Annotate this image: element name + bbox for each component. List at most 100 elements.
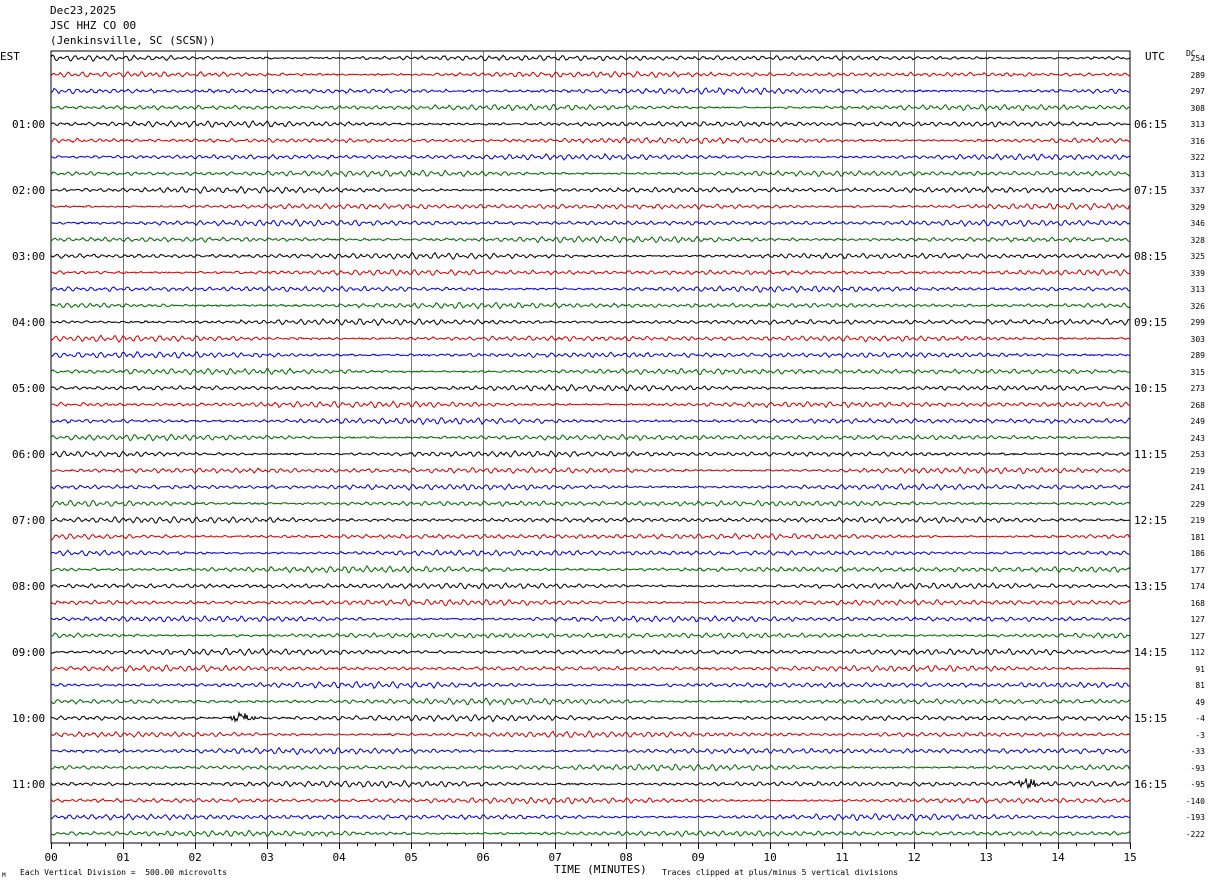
dc-offset-value: 299	[1190, 318, 1205, 327]
hour-label-utc: 06:15	[1134, 118, 1168, 131]
dc-offset-value: 308	[1190, 103, 1205, 113]
seismic-trace	[50, 285, 1131, 294]
dc-offset-value: -95	[1190, 780, 1205, 789]
dc-offset-value: 289	[1190, 70, 1205, 80]
dc-offset-value: 168	[1190, 598, 1205, 608]
dc-column-label: DC	[1186, 49, 1196, 58]
seismic-trace	[50, 516, 1131, 524]
dc-offset-value: 219	[1190, 516, 1205, 525]
dc-offset-value: 273	[1190, 384, 1205, 393]
seismic-trace	[50, 351, 1130, 359]
x-tick-label: 05	[404, 851, 418, 864]
seismic-trace	[50, 813, 1131, 822]
utc-zone-label: UTC	[1145, 50, 1165, 63]
x-tick-label: 08	[619, 851, 633, 864]
seismic-trace	[50, 70, 1131, 78]
dc-offset-value: 328	[1190, 235, 1205, 245]
dc-offset-value: 316	[1190, 136, 1205, 146]
hour-label-est: 02:00	[12, 184, 46, 197]
seismic-trace	[50, 697, 1131, 706]
dc-offset-value: 219	[1190, 466, 1205, 476]
hour-label-est: 04:00	[12, 316, 46, 329]
scale-note: Each Vertical Division = 500.00 microvol…	[20, 868, 228, 877]
x-axis-title: TIME (MINUTES)	[554, 863, 647, 876]
dc-offset-value: 49	[1195, 697, 1205, 707]
station-location: (Jenkinsville, SC (SCSN))	[50, 34, 216, 47]
dc-offset-value: 297	[1190, 87, 1205, 96]
dc-offset-value: 229	[1190, 499, 1205, 509]
hour-label-utc: 14:15	[1134, 646, 1168, 659]
dc-offset-value: 127	[1190, 631, 1205, 641]
dc-offset-value: 313	[1190, 285, 1205, 294]
dc-offset-value: 254	[1190, 54, 1205, 63]
seismic-trace	[50, 730, 1131, 738]
dc-offset-value: -193	[1185, 813, 1205, 822]
dc-offset-value: 243	[1190, 433, 1205, 443]
hour-label-est: 01:00	[12, 118, 46, 131]
dc-offset-value: -222	[1185, 829, 1205, 839]
dc-offset-value: 249	[1190, 417, 1205, 426]
dc-offset-value: 322	[1190, 153, 1205, 162]
dc-offset-value: 346	[1190, 219, 1205, 228]
seismic-trace	[50, 120, 1131, 129]
seismic-trace	[50, 796, 1131, 805]
x-tick-label: 06	[476, 851, 490, 864]
hour-label-est: 07:00	[12, 514, 46, 527]
seismic-trace	[50, 417, 1131, 426]
seismic-trace	[50, 763, 1131, 772]
seismic-trace	[50, 103, 1131, 112]
seismic-trace	[50, 483, 1131, 491]
hour-label-utc: 13:15	[1134, 580, 1168, 593]
dc-offset-value: 253	[1190, 450, 1205, 459]
x-tick-label: 07	[548, 851, 562, 864]
x-tick-label: 09	[691, 851, 705, 864]
seismic-trace	[51, 202, 1131, 211]
x-tick-label: 01	[116, 851, 130, 864]
hour-label-utc: 16:15	[1134, 778, 1168, 791]
seismic-trace	[50, 598, 1131, 607]
hour-label-est: 09:00	[12, 646, 46, 659]
hour-label-utc: 15:15	[1134, 712, 1168, 725]
seismic-trace	[50, 268, 1131, 277]
dc-offset-value: 81	[1195, 681, 1205, 690]
hour-label-est: 10:00	[12, 712, 46, 725]
dc-offset-value: -140	[1185, 796, 1205, 806]
corner-mark: M	[2, 872, 6, 879]
dc-offset-value: 326	[1190, 301, 1205, 311]
seismic-trace	[50, 334, 1131, 343]
seismic-trace	[50, 433, 1131, 442]
dc-offset-value: 112	[1190, 648, 1205, 657]
seismic-trace	[50, 664, 1131, 673]
hour-label-utc: 07:15	[1134, 184, 1168, 197]
seismic-trace	[50, 218, 1131, 228]
dc-offset-value: 181	[1190, 532, 1205, 542]
dc-offset-value: -3	[1195, 730, 1205, 740]
hour-label-est: 06:00	[12, 448, 46, 461]
hour-label-est: 11:00	[12, 778, 46, 791]
x-tick-label: 02	[188, 851, 202, 864]
dc-offset-value: 303	[1190, 334, 1205, 344]
seismic-trace	[50, 746, 1131, 756]
seismic-trace	[50, 549, 1131, 557]
dc-offset-value: 329	[1190, 202, 1205, 212]
dc-offset-value: 313	[1190, 120, 1205, 129]
seismic-trace	[50, 235, 1131, 244]
seismic-trace	[50, 710, 1131, 723]
seismic-trace	[50, 829, 1131, 838]
seismic-trace	[50, 152, 1131, 161]
seismic-trace	[50, 185, 1131, 195]
x-tick-label: 11	[835, 851, 849, 864]
x-tick-label: 04	[332, 851, 346, 864]
dc-offset-value: 177	[1190, 565, 1205, 575]
dc-offset-value: 337	[1190, 186, 1205, 195]
seismic-trace	[50, 449, 1131, 458]
x-tick-label: 12	[907, 851, 921, 864]
est-zone-label: EST	[0, 50, 20, 63]
station-code: JSC HHZ CO 00	[50, 19, 137, 32]
seismic-trace	[50, 86, 1131, 96]
seismic-trace	[50, 582, 1131, 590]
hour-label-utc: 10:15	[1134, 382, 1168, 395]
seismic-trace	[50, 632, 1131, 639]
hour-label-utc: 08:15	[1134, 250, 1168, 263]
